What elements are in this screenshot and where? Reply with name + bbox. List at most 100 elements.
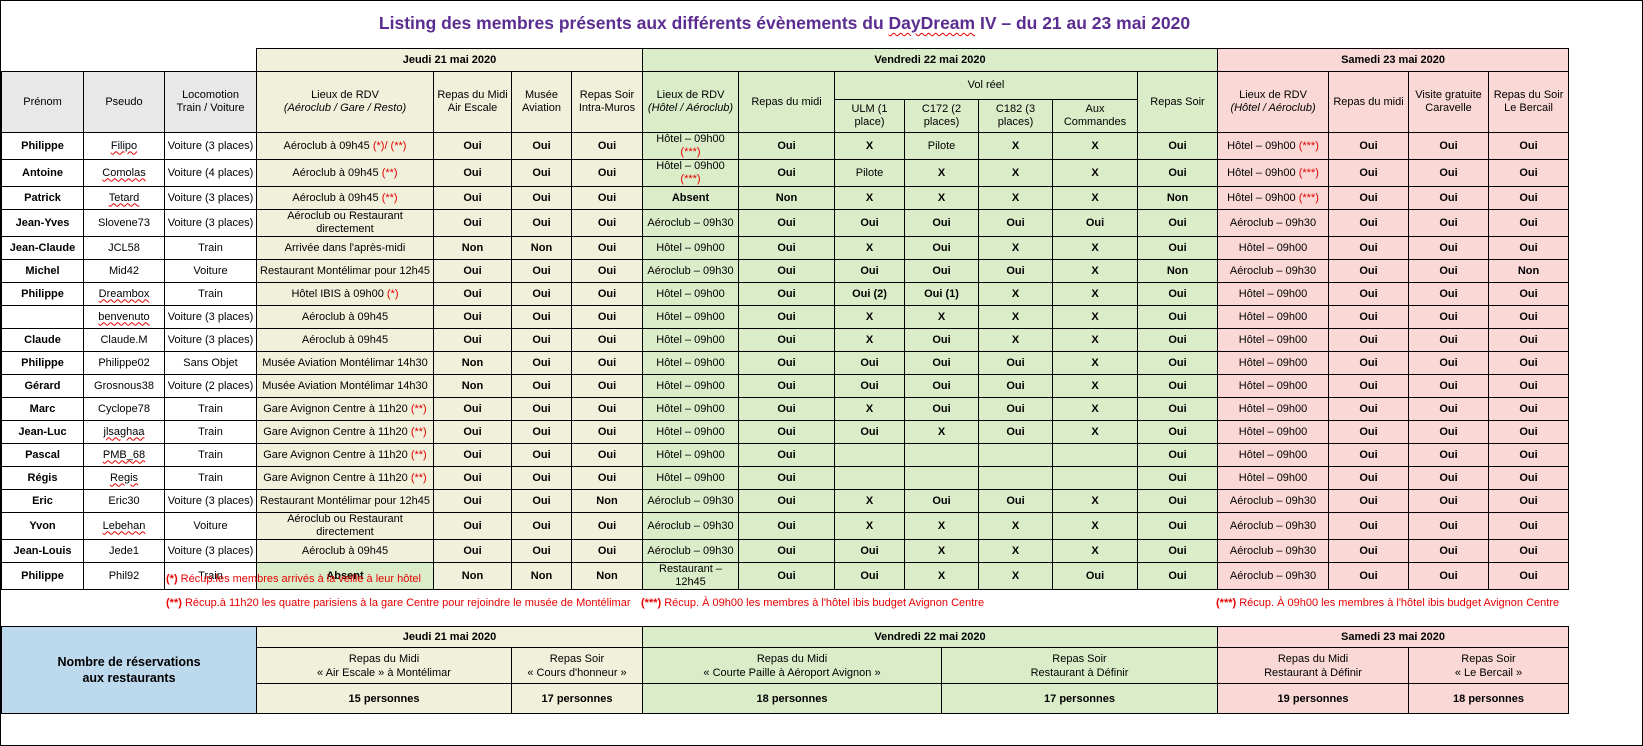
cell-vendredi-rdv: Hôtel – 09h00	[642, 351, 739, 375]
cell-vol-aux-commandes: X	[1052, 259, 1138, 283]
cell-vendredi-repas-midi: Oui	[738, 351, 835, 375]
cell-pseudo: Lebehan	[83, 512, 165, 540]
cell-vendredi-rdv: Restaurant – 12h45	[642, 562, 739, 590]
cell-vol-ulm: Oui	[834, 374, 905, 398]
cell-vendredi-rdv: Aéroclub – 09h30	[642, 489, 739, 513]
cell-samedi-repas-midi: Oui	[1328, 512, 1410, 540]
cell-vol-ulm: Oui	[834, 209, 905, 237]
cell-vol-c182: X	[978, 562, 1053, 590]
member-row: Jean-Louis Jede1 Voiture (3 places) Aéroclu…	[1, 539, 1570, 563]
cell-samedi-repas-soir: Oui	[1488, 351, 1570, 375]
cell-jeudi-repas-midi: Oui	[433, 159, 512, 187]
cell-vendredi-repas-midi: Oui	[738, 305, 835, 329]
col-header-vendredi-repas-soir: Repas Soir	[1136, 71, 1219, 133]
cell-samedi-repas-midi: Oui	[1328, 209, 1410, 237]
member-row: Philippe Filipo Voiture (3 places) Aéroclub…	[1, 132, 1570, 160]
cell-vol-c172: Oui	[904, 351, 979, 375]
cell-locomotion: Train	[164, 282, 257, 306]
cell-vol-c182: X	[978, 305, 1053, 329]
cell-jeudi-repas-soir: Oui	[571, 539, 643, 563]
col-header-vendredi-rdv: Lieux de RDV (Hôtel / Aéroclub)	[642, 71, 739, 133]
member-row: Philippe Philippe02 Sans Objet Musée Aviati…	[1, 351, 1570, 375]
cell-vol-c182: Oui	[978, 374, 1053, 398]
cell-jeudi-rdv: Gare Avignon Centre à 11h20 (**)	[256, 397, 434, 421]
cell-jeudi-repas-midi: Oui	[433, 443, 512, 467]
cell-jeudi-repas-midi: Oui	[433, 397, 512, 421]
col-header-samedi-visite: Visite gratuite Caravelle	[1408, 71, 1490, 133]
cell-vol-aux-commandes: X	[1052, 305, 1138, 329]
cell-jeudi-repas-soir: Oui	[571, 236, 643, 260]
cell-vol-c172: Oui	[904, 374, 979, 398]
cell-jeudi-repas-soir: Oui	[571, 305, 643, 329]
cell-vendredi-rdv: Hôtel – 09h00	[642, 328, 739, 352]
cell-jeudi-repas-soir: Oui	[571, 159, 643, 187]
cell-vendredi-repas-soir: Oui	[1136, 489, 1219, 513]
cell-pseudo: Eric30	[83, 489, 165, 513]
cell-samedi-visite: Oui	[1408, 489, 1490, 513]
cell-samedi-rdv: Aéroclub – 09h30	[1217, 259, 1330, 283]
cell-prenom: Claude	[1, 328, 84, 352]
cell-jeudi-repas-midi: Non	[433, 351, 512, 375]
cell-jeudi-rdv: Aéroclub à 09h45 (*)/ (**)	[256, 132, 434, 160]
cell-jeudi-repas-midi: Non	[433, 236, 512, 260]
header-spacer	[1, 48, 257, 72]
summary-count-samedi-soir: 18 personnes	[1408, 683, 1570, 714]
cell-jeudi-repas-midi: Oui	[433, 466, 512, 490]
cell-jeudi-musee: Oui	[511, 159, 572, 187]
cell-jeudi-rdv: Gare Avignon Centre à 11h20 (**)	[256, 443, 434, 467]
cell-jeudi-rdv: Absent	[256, 562, 434, 590]
cell-samedi-repas-midi: Oui	[1328, 562, 1410, 590]
cell-vol-c182	[978, 443, 1053, 467]
cell-vendredi-rdv: Hôtel – 09h00	[642, 420, 739, 444]
cell-vendredi-rdv: Absent	[642, 186, 739, 210]
cell-vol-c172	[904, 466, 979, 490]
cell-vol-c172: Oui	[904, 489, 979, 513]
summary-day-jeudi: Jeudi 21 mai 2020	[256, 626, 643, 648]
summary-meal-vendredi-midi: Repas du Midi « Courte Paille à Aéroport …	[642, 647, 942, 684]
cell-vol-c172: Oui	[904, 259, 979, 283]
cell-samedi-repas-midi: Oui	[1328, 489, 1410, 513]
cell-samedi-repas-soir: Oui	[1488, 305, 1570, 329]
cell-samedi-repas-soir: Oui	[1488, 236, 1570, 260]
cell-jeudi-repas-midi: Oui	[433, 209, 512, 237]
cell-samedi-rdv: Hôtel – 09h00 (***)	[1217, 159, 1330, 187]
cell-jeudi-repas-soir: Non	[571, 562, 643, 590]
cell-samedi-repas-soir: Oui	[1488, 132, 1570, 160]
cell-prenom: Jean-Claude	[1, 236, 84, 260]
footnote-3: (***) Récup. À 09h00 les membres à l'hôt…	[641, 597, 985, 609]
cell-vendredi-repas-soir: Oui	[1136, 397, 1219, 421]
cell-samedi-rdv: Hôtel – 09h00	[1217, 305, 1330, 329]
reservations-summary-table: Nombre de réservations aux restaurants Je…	[1, 626, 1570, 714]
cell-locomotion: Voiture	[164, 512, 257, 540]
cell-samedi-repas-soir: Oui	[1488, 562, 1570, 590]
summary-meal-samedi-midi: Repas du Midi Restaurant à Définir	[1217, 647, 1410, 684]
cell-vol-c182: Oui	[978, 209, 1053, 237]
cell-vendredi-rdv: Aéroclub – 09h30	[642, 512, 739, 540]
cell-vendredi-repas-soir: Non	[1136, 186, 1219, 210]
cell-samedi-repas-midi: Oui	[1328, 259, 1410, 283]
cell-locomotion: Voiture (3 places)	[164, 328, 257, 352]
cell-vol-aux-commandes: X	[1052, 159, 1138, 187]
cell-samedi-repas-midi: Oui	[1328, 132, 1410, 160]
col-header-samedi-rdv: Lieux de RDV (Hôtel / Aéroclub)	[1217, 71, 1330, 133]
cell-samedi-rdv: Hôtel – 09h00	[1217, 397, 1330, 421]
cell-jeudi-repas-midi: Oui	[433, 420, 512, 444]
cell-samedi-rdv: Hôtel – 09h00	[1217, 328, 1330, 352]
col-header-vol-reel: Vol réel	[834, 71, 1138, 100]
cell-pseudo: Claude.M	[83, 328, 165, 352]
cell-vol-ulm: Pilote	[834, 159, 905, 187]
cell-prenom: Philippe	[1, 282, 84, 306]
cell-vendredi-repas-soir: Oui	[1136, 420, 1219, 444]
cell-vol-c182: X	[978, 282, 1053, 306]
cell-samedi-visite: Oui	[1408, 305, 1490, 329]
cell-vol-aux-commandes: Oui	[1052, 562, 1138, 590]
cell-locomotion: Train	[164, 420, 257, 444]
cell-vol-ulm	[834, 443, 905, 467]
cell-vendredi-repas-soir: Oui	[1136, 132, 1219, 160]
cell-vendredi-repas-midi: Oui	[738, 512, 835, 540]
cell-vol-ulm: X	[834, 132, 905, 160]
cell-jeudi-repas-soir: Oui	[571, 132, 643, 160]
cell-vendredi-rdv: Hôtel – 09h00	[642, 305, 739, 329]
cell-vendredi-repas-midi: Oui	[738, 397, 835, 421]
cell-vol-c172: X	[904, 186, 979, 210]
